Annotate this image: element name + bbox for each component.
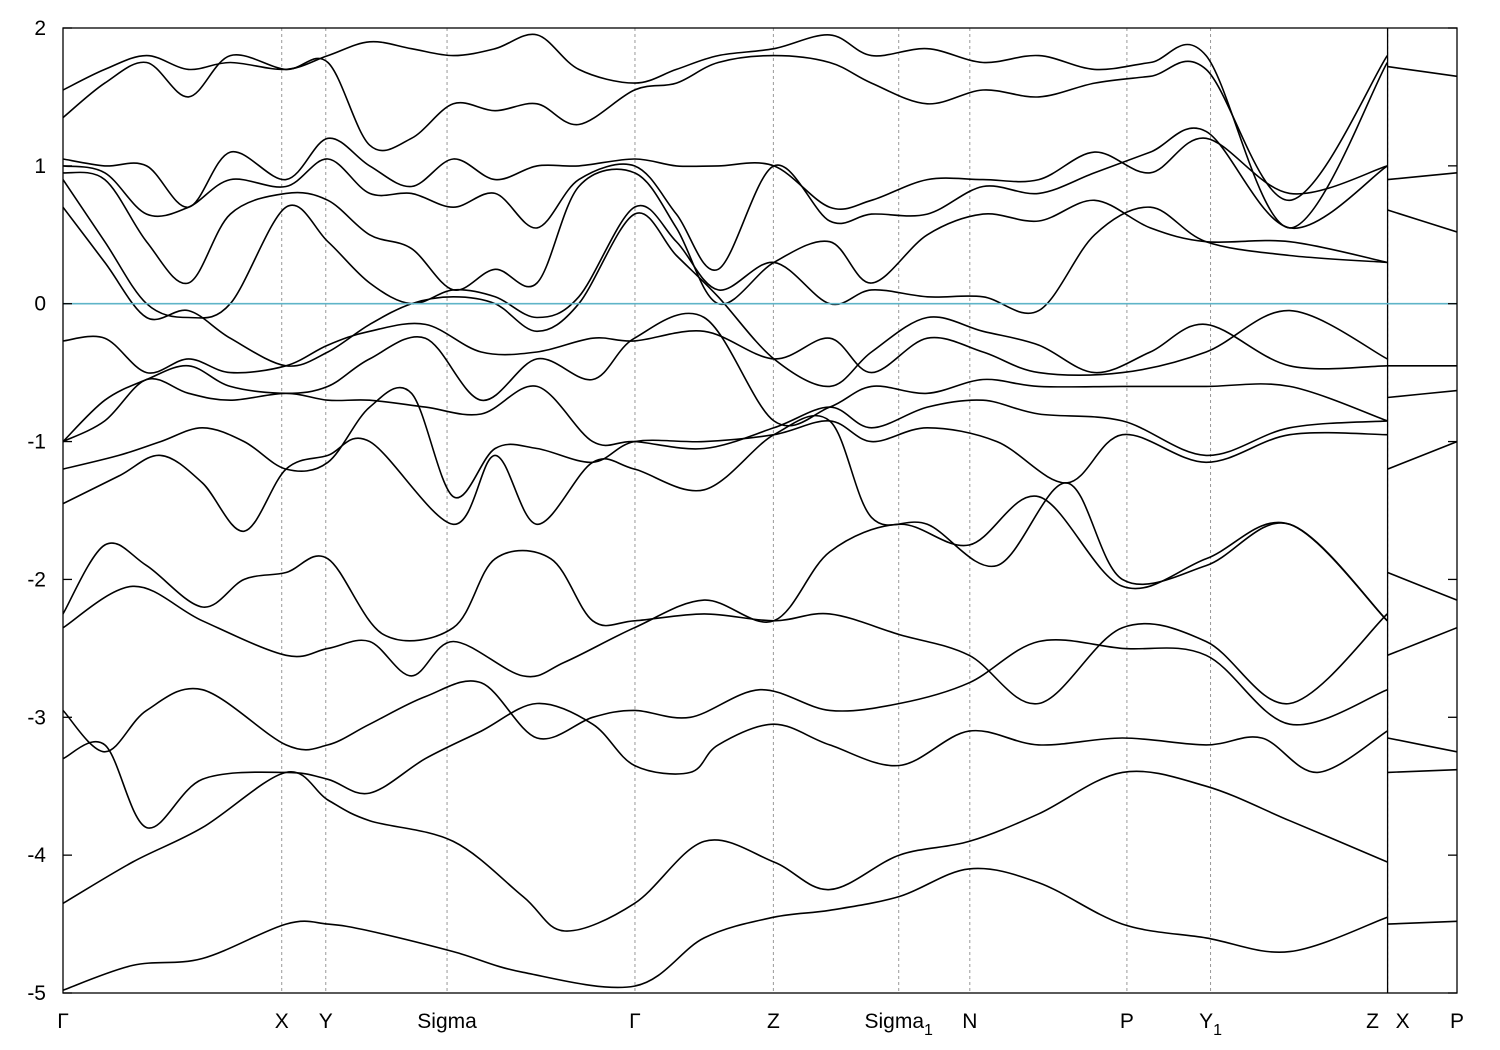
band-line-18 <box>1387 65 1457 78</box>
band-line-7 <box>63 386 1388 499</box>
band-line-6 <box>63 414 1388 622</box>
bands <box>63 28 1457 993</box>
band-line-26 <box>1387 737 1457 753</box>
xtick-label: Γ <box>57 1010 69 1033</box>
ytick-label: -5 <box>27 982 46 1005</box>
xtick-label: X <box>1396 1010 1410 1033</box>
xtick-label: Y1 <box>1199 1010 1222 1039</box>
xtick-label: X <box>275 1010 289 1033</box>
ytick-label: 1 <box>34 155 46 178</box>
band-line-3 <box>63 638 1388 753</box>
ytick-label: 0 <box>34 293 46 316</box>
band-line-17 <box>63 33 1388 229</box>
band-line-12 <box>63 179 1388 319</box>
band-line-1 <box>63 770 1388 932</box>
kpoint-gridlines <box>281 28 1389 993</box>
band-line-24 <box>1387 571 1457 601</box>
xtick-label: P <box>1120 1010 1134 1033</box>
x-axis-ticks: Γ X Y Sigma Γ Z Sigma1 N P Y1 Z X P <box>57 1010 1464 1039</box>
band-line-0 <box>63 867 1388 991</box>
xtick-label: Y <box>319 1010 333 1033</box>
ytick-label: 2 <box>34 17 46 40</box>
xtick-label: Z <box>767 1010 780 1033</box>
band-line-14 <box>63 127 1388 271</box>
xtick-label: N <box>962 1010 977 1033</box>
ytick-label: -2 <box>27 568 46 591</box>
xtick-label: Z <box>1366 1010 1379 1033</box>
band-line-8 <box>63 377 1388 457</box>
y-axis-ticks: -5 -4 -3 -2 -1 0 1 2 <box>27 17 1457 1005</box>
band-line-28 <box>1387 920 1457 925</box>
band-line-10 <box>63 309 1388 377</box>
band-line-27 <box>1387 768 1457 774</box>
plot-frame <box>62 27 1458 994</box>
band-line-25 <box>1387 626 1457 657</box>
band-line-2 <box>63 702 1388 829</box>
ytick-label: -1 <box>27 431 46 454</box>
ytick-label: -4 <box>27 844 46 867</box>
band-line-4 <box>63 495 1388 678</box>
xtick-label: P <box>1450 1010 1464 1033</box>
band-line-16 <box>63 54 1388 202</box>
band-line-22 <box>1387 389 1457 399</box>
band-line-11 <box>63 206 1388 388</box>
xtick-label: Sigma <box>417 1010 477 1033</box>
band-line-20 <box>1387 209 1457 233</box>
band-line-15 <box>63 137 1388 211</box>
ytick-label: -3 <box>27 706 46 729</box>
band-line-19 <box>1387 172 1457 181</box>
band-line-23 <box>1387 440 1457 470</box>
xtick-label: Sigma1 <box>864 1010 933 1039</box>
band-line-5 <box>63 542 1388 705</box>
band-line-9 <box>63 312 1388 443</box>
band-line-13 <box>63 168 1388 305</box>
xtick-label: Γ <box>629 1010 641 1033</box>
